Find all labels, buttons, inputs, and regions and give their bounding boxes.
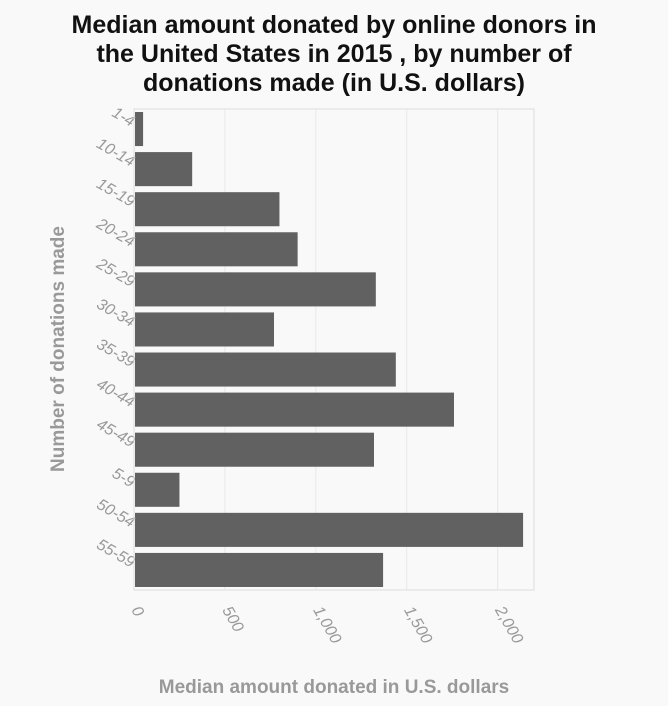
bar-25-29 bbox=[135, 272, 376, 307]
x-axis-ticks: 0 500 1,000 1,500 2,000 bbox=[128, 603, 526, 647]
x-tick-label-0: 0 bbox=[128, 604, 147, 620]
y-tick-label-45-49: 45-49 bbox=[94, 416, 138, 451]
bars bbox=[135, 112, 524, 587]
bar-1-4 bbox=[135, 112, 144, 147]
bar-5-9 bbox=[135, 472, 180, 507]
bar-55-59 bbox=[135, 552, 384, 587]
y-tick-label-55-59: 55-59 bbox=[94, 536, 138, 571]
y-tick-label-5-9: 5-9 bbox=[109, 465, 138, 491]
y-tick-label-20-24: 20-24 bbox=[93, 215, 138, 251]
x-tick-label-4: 2,000 bbox=[491, 603, 526, 647]
bar-50-54 bbox=[135, 512, 524, 547]
y-tick-label-1-4: 1-4 bbox=[109, 104, 138, 130]
bar-30-34 bbox=[135, 312, 274, 347]
bar-45-49 bbox=[135, 432, 374, 467]
y-tick-label-25-29: 25-29 bbox=[93, 255, 138, 291]
x-tick-label-2: 1,000 bbox=[309, 604, 344, 647]
bar-20-24 bbox=[135, 232, 298, 267]
chart-title-line-1: Median amount donated by online donors i… bbox=[72, 11, 597, 39]
x-axis-label: Median amount donated in U.S. dollars bbox=[159, 677, 509, 698]
bar-15-19 bbox=[135, 192, 280, 227]
y-axis-label: Number of donations made bbox=[48, 226, 69, 472]
chart-title-line-3: donations made (in U.S. dollars) bbox=[143, 69, 525, 97]
y-axis-ticks: 1-4 10-14 15-19 20-24 25-29 30-34 35-39 40-44 45… bbox=[93, 104, 138, 571]
chart-title: Median amount donated by online donors i… bbox=[72, 11, 597, 97]
y-tick-label-10-14: 10-14 bbox=[94, 135, 138, 170]
x-tick-label-1: 500 bbox=[218, 604, 246, 636]
y-tick-label-35-39: 35-39 bbox=[94, 336, 138, 371]
plot-area bbox=[133, 108, 535, 591]
y-tick-label-30-34: 30-34 bbox=[94, 296, 138, 331]
y-tick-label-50-54: 50-54 bbox=[94, 496, 138, 531]
bar-35-39 bbox=[135, 352, 396, 387]
bar-40-44 bbox=[135, 392, 454, 427]
y-tick-label-15-19: 15-19 bbox=[94, 175, 138, 210]
y-tick-label-40-44: 40-44 bbox=[94, 376, 138, 411]
bar-10-14 bbox=[135, 152, 193, 187]
gridlines bbox=[224, 109, 499, 590]
chart-title-line-2: the United States in 2015 , by number of bbox=[96, 40, 572, 68]
x-tick-label-3: 1,500 bbox=[400, 604, 435, 647]
